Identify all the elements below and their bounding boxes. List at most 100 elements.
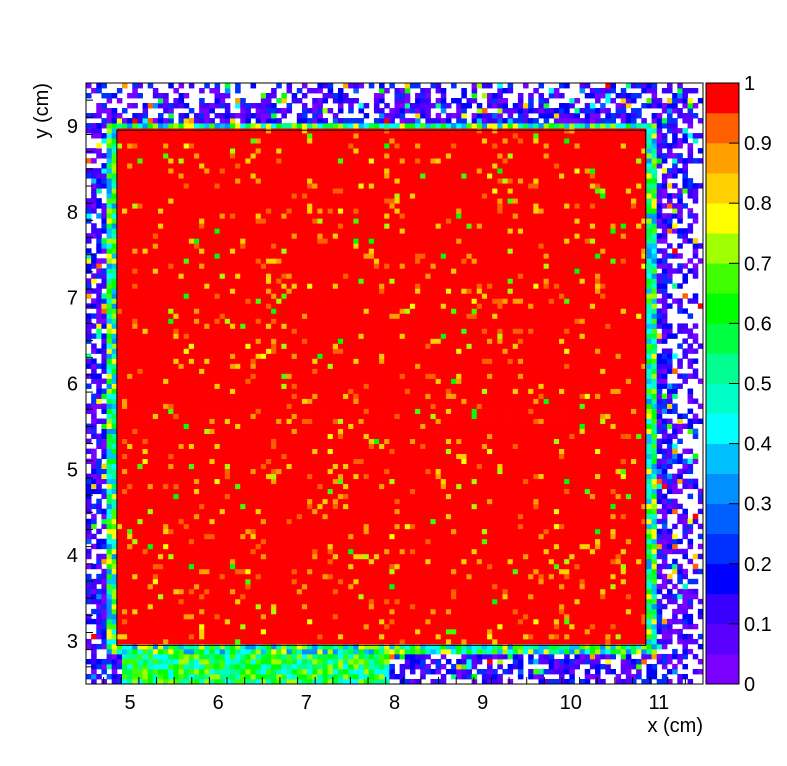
heatmap-cell (163, 373, 169, 379)
heatmap-cell (276, 278, 282, 284)
heatmap-cell (250, 633, 257, 640)
heatmap-cell (178, 218, 185, 224)
heatmap-cell (137, 468, 143, 475)
heatmap-cell (271, 193, 277, 199)
heatmap-cell (188, 548, 195, 555)
heatmap-cell (127, 288, 133, 294)
heatmap-cell (178, 438, 185, 444)
heatmap-cell (250, 323, 257, 329)
heatmap-cell (168, 83, 174, 89)
heatmap-cell (163, 468, 169, 475)
heatmap-cell (204, 443, 210, 450)
heatmap-cell (209, 423, 215, 429)
heatmap-cell (121, 233, 128, 239)
heatmap-cell (240, 648, 246, 655)
heatmap-cell (307, 603, 313, 610)
heatmap-cell (91, 408, 97, 414)
heatmap-cell (132, 578, 138, 585)
heatmap-cell (147, 593, 154, 600)
heatmap-cell (229, 408, 236, 414)
heatmap-cell (152, 208, 159, 214)
heatmap-cell (142, 133, 149, 139)
heatmap-cell (301, 213, 308, 219)
heatmap-cell (229, 383, 236, 389)
heatmap-cell (183, 388, 190, 394)
heatmap-cell (121, 558, 128, 565)
heatmap-cell (178, 328, 185, 334)
heatmap-cell (260, 608, 267, 615)
heatmap-cell (312, 613, 318, 620)
heatmap-cell (106, 138, 113, 144)
heatmap-cell (245, 123, 251, 129)
heatmap-cell (260, 238, 267, 244)
heatmap-cell (265, 353, 272, 359)
heatmap-cell (183, 228, 190, 234)
heatmap-cell (178, 123, 185, 129)
heatmap-cell (301, 193, 308, 199)
heatmap-cell (265, 583, 272, 590)
heatmap-cell (142, 568, 149, 575)
heatmap-cell (229, 188, 236, 194)
heatmap-cell (307, 658, 313, 665)
heatmap-cell (250, 263, 257, 269)
heatmap-cell (106, 358, 113, 364)
heatmap-cell (209, 198, 215, 204)
heatmap-cell (255, 313, 262, 319)
heatmap-cell (291, 268, 298, 274)
heatmap-cell (178, 663, 185, 670)
heatmap-cell (127, 188, 133, 194)
heatmap-cell (116, 178, 123, 184)
heatmap-cell (106, 233, 113, 239)
heatmap-cell (301, 298, 308, 304)
heatmap-cell (245, 308, 251, 314)
heatmap-cell (260, 253, 267, 259)
heatmap-cell (307, 548, 313, 555)
heatmap-cell (121, 478, 128, 485)
heatmap-cell (250, 558, 257, 565)
heatmap-cell (137, 663, 143, 670)
heatmap-cell (106, 283, 113, 289)
heatmap-cell (276, 413, 282, 419)
heatmap-cell (214, 528, 221, 535)
heatmap-cell (214, 188, 221, 194)
heatmap-cell (209, 653, 215, 660)
heatmap-cell (245, 428, 251, 434)
heatmap-cell (240, 203, 246, 209)
heatmap-cell (91, 123, 97, 129)
heatmap-cell (219, 138, 226, 144)
heatmap-cell (132, 398, 138, 404)
heatmap-cell (168, 573, 174, 580)
heatmap-cell (168, 518, 174, 525)
heatmap-cell (152, 488, 159, 495)
heatmap-cell (106, 198, 113, 204)
heatmap-cell (168, 138, 174, 144)
heatmap-cell (163, 558, 169, 565)
heatmap-cell (121, 83, 128, 89)
heatmap-cell (296, 303, 303, 309)
heatmap-cell (152, 638, 159, 645)
heatmap-cell (307, 483, 313, 490)
heatmap-cell (137, 588, 143, 595)
heatmap-cell (101, 133, 107, 139)
heatmap-cell (255, 458, 262, 465)
heatmap-cell (101, 493, 107, 500)
heatmap-cell (204, 368, 210, 374)
heatmap-cell (245, 168, 251, 174)
heatmap-cell (296, 288, 303, 294)
heatmap-cell (163, 103, 169, 109)
heatmap-cell (188, 128, 195, 134)
heatmap-cell (163, 513, 169, 520)
heatmap-cell (199, 213, 205, 219)
heatmap-cell (250, 508, 257, 515)
heatmap-cell (301, 448, 308, 455)
heatmap-cell (260, 228, 267, 234)
heatmap-cell (121, 543, 128, 550)
heatmap-cell (214, 633, 221, 640)
heatmap-cell (86, 588, 92, 595)
heatmap-cell (240, 453, 246, 460)
heatmap-cell (142, 293, 149, 299)
heatmap-cell (301, 318, 308, 324)
heatmap-cell (219, 638, 226, 645)
heatmap-cell (245, 253, 251, 259)
heatmap-cell (121, 638, 128, 645)
